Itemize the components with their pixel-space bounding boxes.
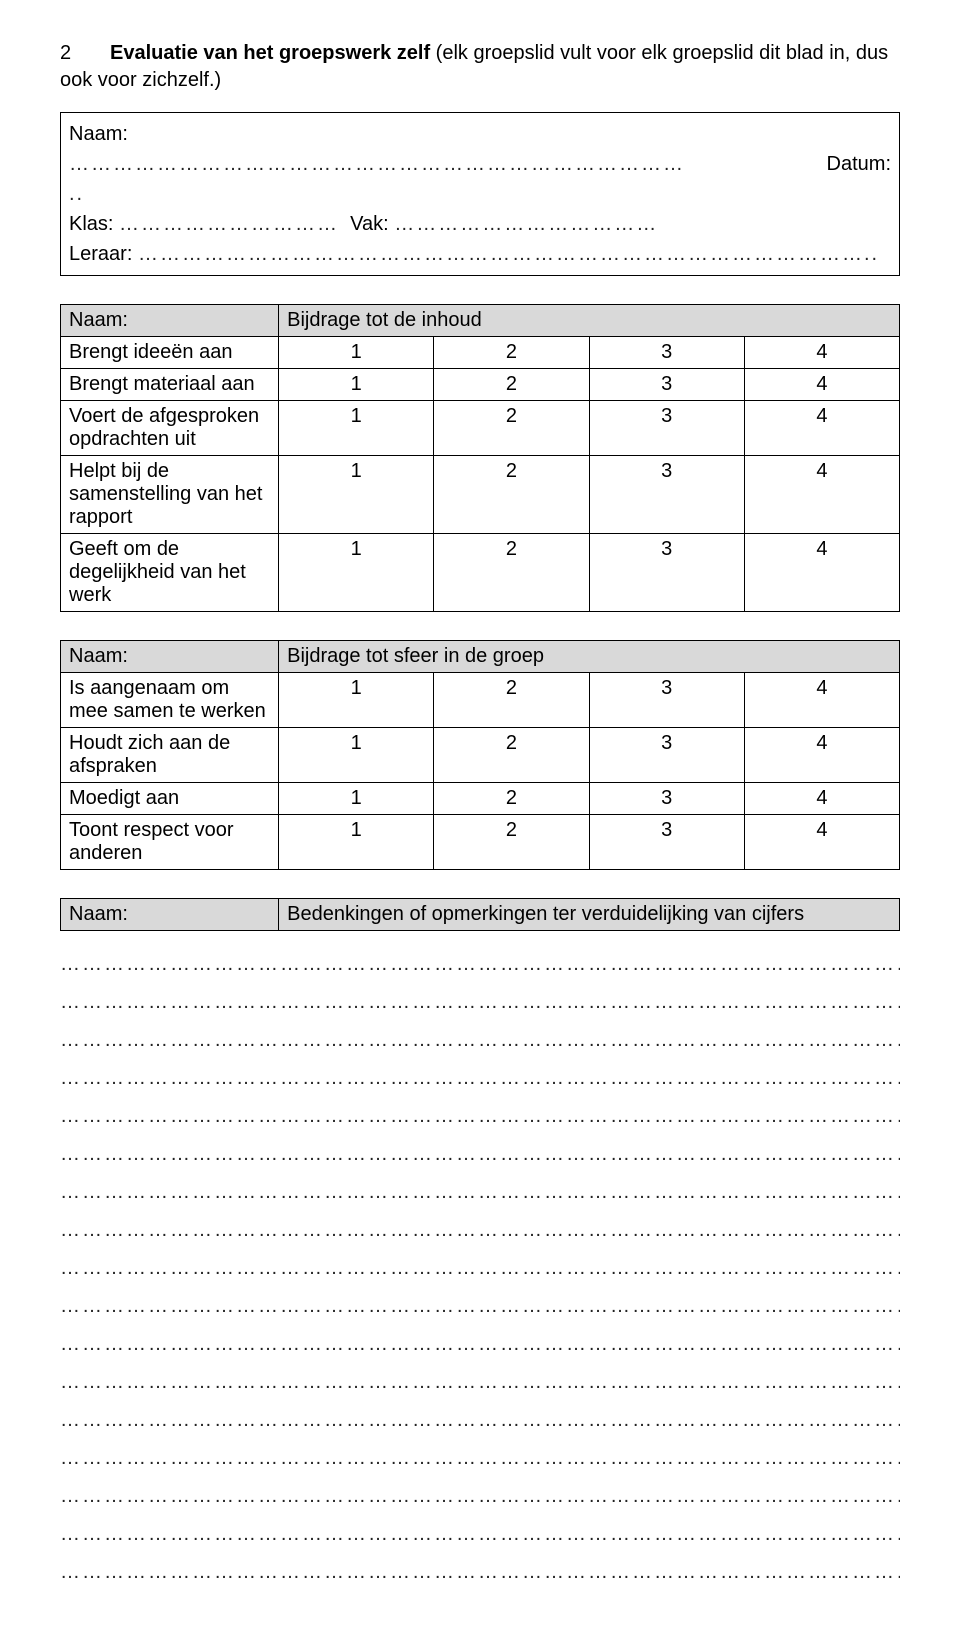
- rating-cell[interactable]: 1: [279, 728, 434, 783]
- table-inhoud: Naam: Bijdrage tot de inhoud Brengt idee…: [60, 304, 900, 612]
- klas-label: Klas:: [69, 209, 113, 239]
- criterion-label: Helpt bij de samenstelling van het rappo…: [61, 456, 279, 534]
- spacer-dots: ..: [69, 179, 84, 209]
- rating-cell[interactable]: 4: [744, 673, 899, 728]
- rating-cell[interactable]: 1: [279, 534, 434, 612]
- table-head-bijdrage-sfeer: Bijdrage tot sfeer in de groep: [279, 641, 900, 673]
- table-row: Toont respect voor anderen1234: [61, 815, 900, 870]
- spacer-dots-2: ..: [864, 239, 879, 269]
- table-head-naam-2: Naam:: [61, 641, 279, 673]
- table-row: Houdt zich aan de afspraken1234: [61, 728, 900, 783]
- rating-cell[interactable]: 2: [434, 815, 589, 870]
- rating-cell[interactable]: 3: [589, 673, 744, 728]
- rating-cell[interactable]: 3: [589, 534, 744, 612]
- criterion-label: Voert de afgesproken opdrachten uit: [61, 401, 279, 456]
- rating-cell[interactable]: 3: [589, 815, 744, 870]
- table-row: Moedigt aan1234: [61, 783, 900, 815]
- table-head-naam-3: Naam:: [61, 899, 279, 931]
- section-number: 2: [60, 40, 110, 67]
- criterion-label: Toont respect voor anderen: [61, 815, 279, 870]
- rating-cell[interactable]: 2: [434, 728, 589, 783]
- rating-cell[interactable]: 2: [434, 401, 589, 456]
- klas-dots[interactable]: …………………………: [119, 209, 339, 239]
- criterion-label: Brengt ideeën aan: [61, 337, 279, 369]
- table-row: Is aangenaam om mee samen te werken1234: [61, 673, 900, 728]
- table-head-opmerkingen: Bedenkingen of opmerkingen ter verduidel…: [279, 899, 900, 931]
- info-block: Naam: ………………………………………………………………………… Datum…: [60, 112, 900, 276]
- table-row: Helpt bij de samenstelling van het rappo…: [61, 456, 900, 534]
- opmerkingen-lines[interactable]: ……………………………………………………………………………………………………………: [60, 945, 900, 1591]
- rating-cell[interactable]: 4: [744, 369, 899, 401]
- section-title-bold: Evaluatie van het groepswerk zelf: [110, 42, 430, 64]
- rating-cell[interactable]: 2: [434, 534, 589, 612]
- naam-label: Naam:: [69, 119, 128, 149]
- table-sfeer: Naam: Bijdrage tot sfeer in de groep Is …: [60, 640, 900, 870]
- rating-cell[interactable]: 4: [744, 728, 899, 783]
- table-head-naam: Naam:: [61, 305, 279, 337]
- table-row: Geeft om de degelijkheid van het werk123…: [61, 534, 900, 612]
- leraar-dots[interactable]: ………………………………………………………………………………………: [138, 239, 864, 269]
- rating-cell[interactable]: 2: [434, 783, 589, 815]
- vak-label: Vak:: [350, 209, 389, 239]
- vak-dots[interactable]: ………………………………: [394, 209, 658, 239]
- rating-cell[interactable]: 3: [589, 728, 744, 783]
- section-heading: 2Evaluatie van het groepswerk zelf (elk …: [60, 40, 900, 94]
- criterion-label: Is aangenaam om mee samen te werken: [61, 673, 279, 728]
- rating-cell[interactable]: 2: [434, 369, 589, 401]
- table-head-bijdrage-inhoud: Bijdrage tot de inhoud: [279, 305, 900, 337]
- rating-cell[interactable]: 2: [434, 673, 589, 728]
- rating-cell[interactable]: 3: [589, 456, 744, 534]
- rating-cell[interactable]: 2: [434, 456, 589, 534]
- rating-cell[interactable]: 3: [589, 401, 744, 456]
- criterion-label: Geeft om de degelijkheid van het werk: [61, 534, 279, 612]
- rating-cell[interactable]: 3: [589, 783, 744, 815]
- rating-cell[interactable]: 1: [279, 337, 434, 369]
- rating-cell[interactable]: 1: [279, 401, 434, 456]
- leraar-label: Leraar:: [69, 239, 132, 269]
- rating-cell[interactable]: 4: [744, 456, 899, 534]
- rating-cell[interactable]: 4: [744, 783, 899, 815]
- rating-cell[interactable]: 1: [279, 456, 434, 534]
- rating-cell[interactable]: 4: [744, 534, 899, 612]
- rating-cell[interactable]: 2: [434, 337, 589, 369]
- table-row: Brengt materiaal aan1234: [61, 369, 900, 401]
- rating-cell[interactable]: 4: [744, 337, 899, 369]
- table-row: Brengt ideeën aan1234: [61, 337, 900, 369]
- rating-cell[interactable]: 1: [279, 369, 434, 401]
- rating-cell[interactable]: 1: [279, 815, 434, 870]
- rating-cell[interactable]: 3: [589, 337, 744, 369]
- rating-cell[interactable]: 4: [744, 401, 899, 456]
- rating-cell[interactable]: 3: [589, 369, 744, 401]
- datum-label: Datum:: [827, 149, 891, 179]
- naam-dots[interactable]: …………………………………………………………………………: [69, 149, 685, 179]
- criterion-label: Moedigt aan: [61, 783, 279, 815]
- rating-cell[interactable]: 1: [279, 783, 434, 815]
- rating-cell[interactable]: 4: [744, 815, 899, 870]
- rating-cell[interactable]: 1: [279, 673, 434, 728]
- criterion-label: Brengt materiaal aan: [61, 369, 279, 401]
- table-row: Voert de afgesproken opdrachten uit1234: [61, 401, 900, 456]
- table-opmerkingen: Naam: Bedenkingen of opmerkingen ter ver…: [60, 898, 900, 931]
- criterion-label: Houdt zich aan de afspraken: [61, 728, 279, 783]
